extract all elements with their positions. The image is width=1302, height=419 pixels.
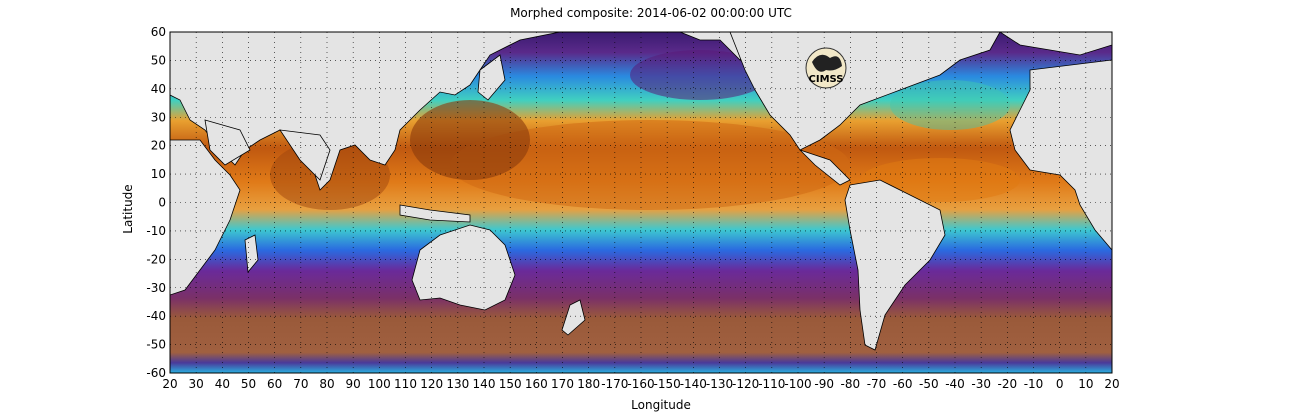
plot-frame [169, 31, 1113, 374]
y-tick-label: 30 [151, 110, 166, 124]
x-tick-label: 20 [162, 377, 177, 391]
central-america [799, 149, 851, 186]
new-zealand [561, 299, 586, 336]
x-tick-label: 90 [346, 377, 361, 391]
x-tick-label: 40 [215, 377, 230, 391]
y-tick-label: 20 [151, 139, 166, 153]
x-tick-label: -110 [758, 377, 785, 391]
y-axis-label: Latitude [121, 184, 135, 234]
y-tick-label: 40 [151, 82, 166, 96]
x-tick-label: 70 [293, 377, 308, 391]
x-tick-label: -130 [706, 377, 733, 391]
australia [411, 224, 516, 311]
y-tick-label: 50 [151, 53, 166, 67]
north-atlantic-moist [890, 80, 1010, 130]
indonesia [399, 204, 471, 223]
x-tick-label: -30 [971, 377, 991, 391]
y-tick-label: -50 [146, 338, 166, 352]
japan [477, 54, 506, 101]
x-tick-label: -70 [867, 377, 887, 391]
x-tick-label: 130 [446, 377, 469, 391]
x-tick-label: -50 [919, 377, 939, 391]
x-tick-label: 20 [1104, 377, 1119, 391]
north-pacific-dry [630, 50, 770, 100]
x-tick-label: -100 [784, 377, 811, 391]
x-tick-label: 160 [525, 377, 548, 391]
cimss-logo: CIMSS [805, 47, 847, 89]
x-tick-label: -120 [732, 377, 759, 391]
x-axis-ticks: 20 30 40 50 60 70 80 90 100 110 120 130 140 150 160 170… [162, 377, 1119, 391]
x-tick-label: 0 [1056, 377, 1064, 391]
x-tick-label: 170 [551, 377, 574, 391]
africa [170, 139, 241, 296]
x-tick-label: 10 [1078, 377, 1093, 391]
x-tick-label: -40 [945, 377, 965, 391]
grid-lines [170, 32, 1112, 373]
x-tick-label: 30 [189, 377, 204, 391]
y-tick-label: -60 [146, 366, 166, 380]
y-tick-label: 0 [158, 196, 166, 210]
x-tick-label: -170 [601, 377, 628, 391]
x-axis-label: Longitude [631, 398, 691, 412]
logo-text: CIMSS [809, 74, 844, 85]
greenland [999, 32, 1112, 56]
y-tick-label: -10 [146, 224, 166, 238]
west-africa-europe [1009, 59, 1112, 251]
x-tick-label: -150 [654, 377, 681, 391]
y-axis-ticks: 60 50 40 30 20 10 0 -10 -20 -30 -40 -50 -60 [146, 25, 166, 380]
x-tick-label: 100 [368, 377, 391, 391]
north-america [729, 32, 1001, 151]
y-tick-label: 60 [151, 25, 166, 39]
x-tick-label: 180 [577, 377, 600, 391]
arabia [204, 119, 251, 166]
x-tick-label: 80 [319, 377, 334, 391]
continents [170, 32, 1112, 351]
y-tick-label: 10 [151, 167, 166, 181]
x-tick-label: -140 [680, 377, 707, 391]
x-tick-label: -20 [998, 377, 1018, 391]
pacific-warm-band [450, 120, 850, 210]
x-tick-label: 140 [473, 377, 496, 391]
y-tick-label: -30 [146, 281, 166, 295]
x-tick-label: -160 [627, 377, 654, 391]
x-tick-label: 110 [394, 377, 417, 391]
west-pacific-core [410, 100, 530, 180]
x-tick-label: 150 [499, 377, 522, 391]
south-america [844, 179, 946, 351]
x-tick-label: 120 [420, 377, 443, 391]
x-tick-label: 50 [241, 377, 256, 391]
x-tick-label: -10 [1024, 377, 1044, 391]
x-tick-label: -60 [893, 377, 913, 391]
x-tick-label: 60 [267, 377, 282, 391]
y-tick-label: -40 [146, 309, 166, 323]
india [279, 129, 331, 181]
x-tick-label: -80 [841, 377, 861, 391]
chart-title: Morphed composite: 2014-06-02 00:00:00 U… [510, 6, 792, 20]
y-tick-label: -20 [146, 252, 166, 266]
x-tick-label: -90 [814, 377, 834, 391]
